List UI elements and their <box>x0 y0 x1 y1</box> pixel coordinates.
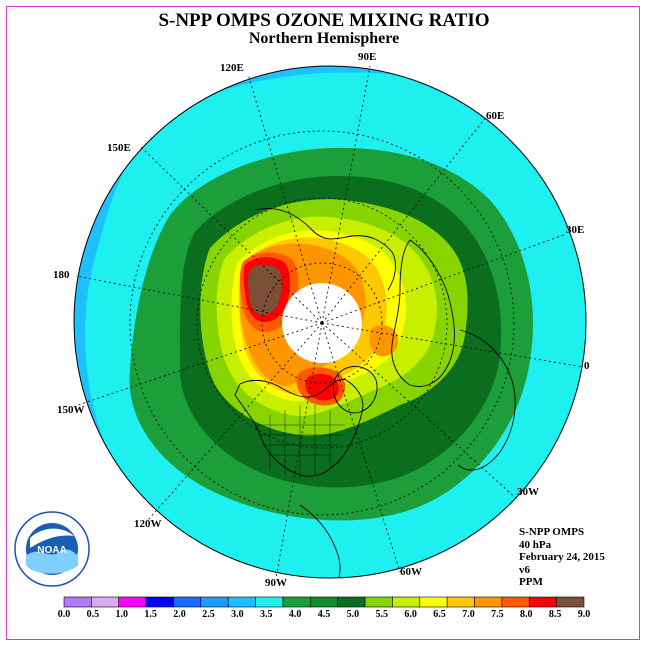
region-9-0 <box>248 264 282 316</box>
colorbar-swatch <box>227 596 256 608</box>
colorbar-tick-label: 6.5 <box>433 609 446 620</box>
colorbar-tick-label: 2.0 <box>173 609 186 620</box>
colorbar-tick-label: 5.0 <box>346 609 360 620</box>
asia-coast <box>254 207 396 291</box>
map-border <box>73 65 587 579</box>
logo-text: NOAA <box>37 545 66 556</box>
colorbar-swatch <box>419 596 448 608</box>
noaa-logo: NOAA <box>14 511 90 587</box>
europe-coast <box>391 239 455 387</box>
info-units: PPM <box>519 576 543 588</box>
map-title: S-NPP OMPS OZONE MIXING RATIO <box>158 10 490 31</box>
greenland-coast <box>332 365 378 414</box>
lon-label-150w: 150W <box>57 404 85 416</box>
colorbar-tick-label: 3.0 <box>231 609 244 620</box>
colorbar-tick-label: 9.0 <box>577 609 591 620</box>
info-level: 40 hPa <box>519 538 552 551</box>
colorbar-swatch <box>173 596 202 608</box>
africa-coast <box>457 329 516 471</box>
region-7-5-europe <box>369 325 399 357</box>
colorbar-swatch <box>63 596 92 608</box>
colorbar-swatch <box>282 596 311 608</box>
colorbar-swatch <box>474 596 503 608</box>
plot-frame <box>6 6 640 640</box>
colorbar-swatch <box>528 596 557 608</box>
colorbar-swatch <box>446 596 475 608</box>
info-instrument: S-NPP OMPS <box>519 526 585 538</box>
lon-label-150e: 150E <box>107 142 131 154</box>
region-8-5-east <box>305 373 339 401</box>
colorbar-tick-label: 5.5 <box>375 609 389 620</box>
colorbar-swatch <box>310 596 338 608</box>
info-date: February 24, 2015 <box>519 551 605 563</box>
lon-label-60e: 60E <box>486 110 505 122</box>
colorbar-tick-label: 1.5 <box>144 609 157 620</box>
colorbar-swatch <box>364 596 393 608</box>
colorbar-tick-label: 4.0 <box>288 609 302 620</box>
lon-label-0: 0 <box>584 360 590 372</box>
lon-label-120w: 120W <box>134 518 162 530</box>
info-version: v6 <box>519 563 530 576</box>
colorbar-swatch <box>145 596 174 608</box>
colorbar-swatch <box>556 596 585 608</box>
colorbar-tick-label: 2.5 <box>202 609 215 620</box>
colorbar-ticks: 0.0 0.5 1.0 1.5 2.0 2.5 3.0 3.5 4.0 4.5 5.0 5.5 6.0 6… <box>0 609 648 623</box>
lon-label-180: 180 <box>53 269 70 281</box>
colorbar-tick-label: 8.5 <box>548 609 562 620</box>
colorbar-swatch <box>255 596 284 608</box>
colorbar-tick-label: 4.5 <box>317 609 331 620</box>
colorbar-tick-label: 6.0 <box>404 609 417 620</box>
colorbar-tick-label: 1.0 <box>115 609 129 620</box>
colorbar-tick-label: 8.0 <box>519 609 533 620</box>
colorbar-swatch <box>337 596 366 608</box>
colorbar-swatch <box>200 596 229 608</box>
map-subtitle: Northern Hemisphere <box>248 30 400 47</box>
graticule <box>75 65 584 579</box>
lon-label-60w: 60W <box>400 566 422 578</box>
colorbar-tick-label: 7.5 <box>491 609 504 620</box>
colorbar-swatch <box>501 596 530 608</box>
colorbar-tick-label: 7.0 <box>462 609 475 620</box>
lon-label-120e: 120E <box>220 62 244 74</box>
colorbar-swatch <box>392 596 421 608</box>
colorbar-swatch <box>118 596 147 608</box>
lon-label-90w: 90W <box>265 577 287 589</box>
colorbar <box>63 596 585 608</box>
colorbar-swatch <box>91 596 120 608</box>
lon-label-30e: 30E <box>566 224 585 236</box>
colorbar-tick-label: 0.0 <box>57 609 71 620</box>
product-info: S-NPP OMPS 40 hPa February 24, 2015 v6 P… <box>519 526 605 589</box>
us-grid <box>255 405 345 478</box>
colorbar-tick-label: 3.5 <box>259 609 273 620</box>
colorbar-tick-label: 0.5 <box>86 609 100 620</box>
lon-label-90e: 90E <box>358 51 377 63</box>
lon-label-30w: 30W <box>517 486 539 498</box>
